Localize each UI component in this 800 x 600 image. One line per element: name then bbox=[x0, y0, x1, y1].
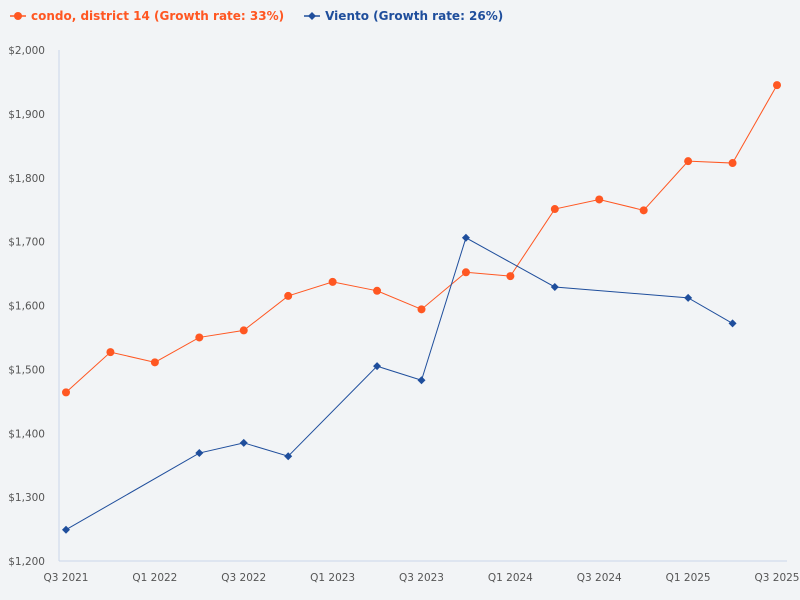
data-point bbox=[639, 206, 648, 215]
data-point bbox=[150, 358, 159, 367]
y-tick-label: $1,500 bbox=[8, 364, 45, 376]
x-tick-label: Q3 2023 bbox=[399, 572, 444, 584]
x-tick-label: Q3 2021 bbox=[43, 572, 88, 584]
data-point bbox=[417, 305, 426, 314]
x-tick-label: Q3 2025 bbox=[754, 572, 799, 584]
y-tick-label: $1,800 bbox=[8, 173, 45, 185]
y-tick-label: $1,200 bbox=[8, 556, 45, 568]
data-point bbox=[684, 157, 693, 166]
data-point bbox=[239, 326, 248, 335]
circle-marker-icon bbox=[10, 12, 26, 20]
data-point bbox=[550, 205, 559, 214]
y-tick-label: $1,300 bbox=[8, 492, 45, 504]
data-point bbox=[417, 376, 426, 385]
data-point bbox=[728, 159, 737, 168]
data-point bbox=[328, 277, 337, 286]
x-tick-label: Q1 2025 bbox=[666, 572, 711, 584]
data-point bbox=[284, 291, 293, 300]
data-point bbox=[62, 388, 70, 397]
series-line-0 bbox=[65, 84, 778, 393]
data-point bbox=[461, 233, 470, 242]
data-point bbox=[62, 525, 70, 534]
data-point bbox=[239, 438, 248, 447]
data-point bbox=[373, 362, 382, 371]
data-point bbox=[284, 452, 293, 461]
y-tick-label: $1,600 bbox=[8, 301, 45, 313]
data-point bbox=[106, 348, 115, 357]
data-point bbox=[195, 449, 204, 458]
x-tick-label: Q1 2022 bbox=[132, 572, 177, 584]
x-tick-label: Q1 2024 bbox=[488, 572, 533, 584]
y-tick-label: $1,900 bbox=[8, 109, 45, 121]
legend: condo, district 14 (Growth rate: 33%) Vi… bbox=[10, 9, 503, 23]
data-point bbox=[728, 319, 737, 328]
data-point bbox=[195, 333, 204, 342]
x-tick-label: Q3 2024 bbox=[577, 572, 622, 584]
data-point bbox=[684, 293, 693, 302]
y-tick-label: $2,000 bbox=[8, 45, 45, 57]
x-tick-label: Q1 2023 bbox=[310, 572, 355, 584]
data-point bbox=[506, 272, 515, 281]
data-point bbox=[373, 286, 382, 295]
data-point bbox=[461, 268, 470, 277]
data-point bbox=[773, 81, 781, 90]
y-tick-label: $1,400 bbox=[8, 428, 45, 440]
x-tick-label: Q3 2022 bbox=[221, 572, 266, 584]
data-point bbox=[595, 195, 604, 204]
diamond-marker-icon bbox=[304, 12, 321, 20]
data-point bbox=[550, 282, 559, 291]
y-tick-label: $1,700 bbox=[8, 237, 45, 249]
series-line-1 bbox=[65, 237, 733, 531]
legend-label: condo, district 14 (Growth rate: 33%) bbox=[31, 9, 285, 23]
legend-item-viento[interactable]: Viento (Growth rate: 26%) bbox=[304, 9, 503, 23]
legend-item-condo[interactable]: condo, district 14 (Growth rate: 33%) bbox=[10, 9, 284, 23]
legend-label: Viento (Growth rate: 26%) bbox=[325, 9, 504, 23]
